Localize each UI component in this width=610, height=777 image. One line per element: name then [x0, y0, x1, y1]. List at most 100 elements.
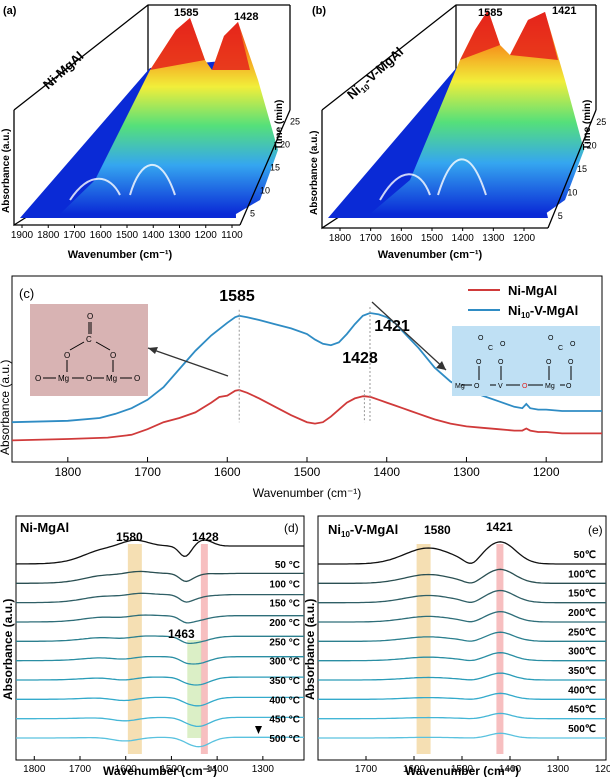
x-tick-label: 1900: [11, 230, 34, 241]
z-tick-label: 20: [587, 140, 597, 150]
panel-a-top-edge: [13, 4, 290, 111]
temperature-label: 150℃: [568, 589, 596, 600]
x-tick-label: 1500: [294, 465, 321, 479]
spectrum-line: [318, 610, 606, 623]
panel-d-highlights: [127, 544, 208, 754]
panel-a-title: Ni-MgAl: [40, 48, 87, 92]
panel-b-surface: [370, 10, 584, 214]
spectrum-line: [318, 732, 606, 739]
panel-e-title: Ni10-V-MgAl: [328, 522, 398, 539]
panel-e-xlabel: Wavenumber (cm⁻¹): [405, 764, 519, 777]
spectrum-line: [318, 712, 606, 720]
svg-text:Mg: Mg: [58, 374, 69, 383]
panel-d-series: [15, 539, 304, 748]
temperature-label: 200 °C: [269, 618, 300, 629]
panel-a-zlabel: Time (min): [274, 100, 285, 150]
panel-b-peak2: [510, 12, 558, 60]
svg-text:C: C: [558, 345, 563, 352]
temperature-label: 200℃: [568, 608, 596, 619]
x-tick-label: 1600: [90, 230, 113, 241]
panel-d-xlabel: Wavenumber (cm⁻¹): [103, 764, 217, 777]
spectrum-line: [16, 635, 304, 645]
svg-text:Mg: Mg: [455, 383, 465, 390]
temperature-label: 250℃: [568, 627, 596, 638]
x-tick-label: 1800: [329, 233, 352, 244]
spectrum-line: [318, 672, 606, 681]
z-tick-label: 25: [596, 117, 606, 127]
x-tick-label: 1200: [195, 230, 218, 241]
svg-text:C: C: [86, 335, 92, 344]
panel-d-ylabel: Absorbance (a.u.): [1, 599, 15, 700]
panel-c-inset-left: [30, 304, 148, 396]
highlight-band: [496, 544, 504, 754]
x-tick-label: 1600: [115, 764, 138, 775]
temperature-label: 100 °C: [269, 579, 300, 590]
z-tick-label: 20: [280, 140, 290, 150]
temperature-label: 300 °C: [269, 657, 300, 668]
panel-b-peak-1585: 1585: [478, 7, 502, 19]
panel-e-frame: [317, 515, 607, 761]
temperature-label: 100℃: [568, 569, 596, 580]
z-tick-label: 15: [270, 163, 280, 173]
panel-e-temperatures: 50℃ 100℃ 150℃ 200℃ 250℃ 300℃ 350℃ 400℃ 450℃ 500℃: [568, 550, 596, 735]
panel-d-peak-1428: 1428: [192, 530, 219, 544]
temperature-label: 300℃: [568, 647, 596, 658]
panel-a-ylabel: Absorbance (a.u.): [1, 129, 12, 213]
x-tick-label: 1700: [360, 233, 383, 244]
panel-b-z-axis-front: [547, 109, 597, 229]
panel-a-xlabel: Wavenumber (cm⁻¹): [68, 249, 173, 261]
svg-text:O: O: [522, 383, 528, 390]
x-tick-label: 1400: [373, 465, 400, 479]
z-tick-label: 10: [567, 188, 577, 198]
svg-text:O: O: [134, 374, 140, 383]
spectrum-line: [15, 539, 304, 565]
panel-c-inset-right-molecule: O C O O O O C O O O Mg O V O Mg O: [455, 335, 576, 390]
svg-text:O: O: [568, 359, 574, 366]
svg-text:O: O: [110, 351, 116, 360]
panel-a-z-axis-front: [239, 109, 291, 226]
panel-d-peak-1463: 1463: [168, 627, 195, 641]
spectrum-line: [318, 589, 606, 604]
temperature-label: 50 °C: [275, 560, 300, 571]
spectrum-line: [16, 570, 304, 584]
spectrum-line: [16, 676, 304, 686]
panel-e-highlights: [416, 544, 504, 754]
temperature-label: 350 °C: [269, 676, 300, 687]
temperature-label: 350℃: [568, 666, 596, 677]
panel-c-legend-label-1: Ni-MgAl: [508, 283, 557, 298]
panel-c-annotation-1585: 1585: [219, 288, 255, 305]
panel-b-peak-1421: 1421: [552, 5, 576, 17]
svg-text:Mg: Mg: [106, 374, 117, 383]
panel-e-ylabel: Absorbance (a.u.): [303, 599, 317, 700]
temperature-label: 450℃: [568, 705, 596, 716]
temperature-label: 400℃: [568, 685, 596, 696]
x-tick-label: 1700: [69, 764, 92, 775]
panel-c: (c) 1800 1700 1600 1500 1400 1300 1200 Wavenum…: [0, 275, 603, 500]
x-tick-label: 1300: [168, 230, 191, 241]
panel-d-down-arrow: [255, 726, 262, 734]
svg-text:O: O: [86, 374, 92, 383]
x-tick-label: 1500: [451, 764, 474, 775]
panel-e-peak-1421: 1421: [486, 520, 513, 534]
spectrum-line: [318, 568, 606, 584]
z-tick-label: 5: [250, 209, 255, 219]
panel-b-ylabel: Absorbance (a.u.): [309, 131, 320, 215]
spectrum-line: [318, 631, 606, 642]
panel-c-legend-label-2: Ni10-V-MgAl: [508, 303, 578, 320]
panel-b-title: Ni10-V-MgAl: [344, 44, 408, 104]
panel-c-arrowhead-right: [436, 361, 446, 370]
panel-b-z-ticks: 5 10 15 20 25: [558, 117, 606, 221]
svg-text:C: C: [488, 345, 493, 352]
highlight-band: [127, 544, 142, 754]
temperature-label: 450 °C: [269, 715, 300, 726]
panel-e-x-ticks: 1700 1600 1500 1400 1300 1200: [355, 756, 610, 775]
highlight-band: [187, 640, 202, 738]
spectrum-line: [16, 716, 304, 728]
panel-b-peak1: [460, 10, 500, 60]
x-tick-label: 1500: [116, 230, 139, 241]
x-tick-label: 1100: [221, 230, 243, 241]
panel-c-ylabel: Absorbance (a.u.): [0, 360, 12, 455]
spectrum-line: [16, 736, 304, 748]
series-line-2: [11, 312, 602, 424]
temperature-label: 500℃: [568, 724, 596, 735]
